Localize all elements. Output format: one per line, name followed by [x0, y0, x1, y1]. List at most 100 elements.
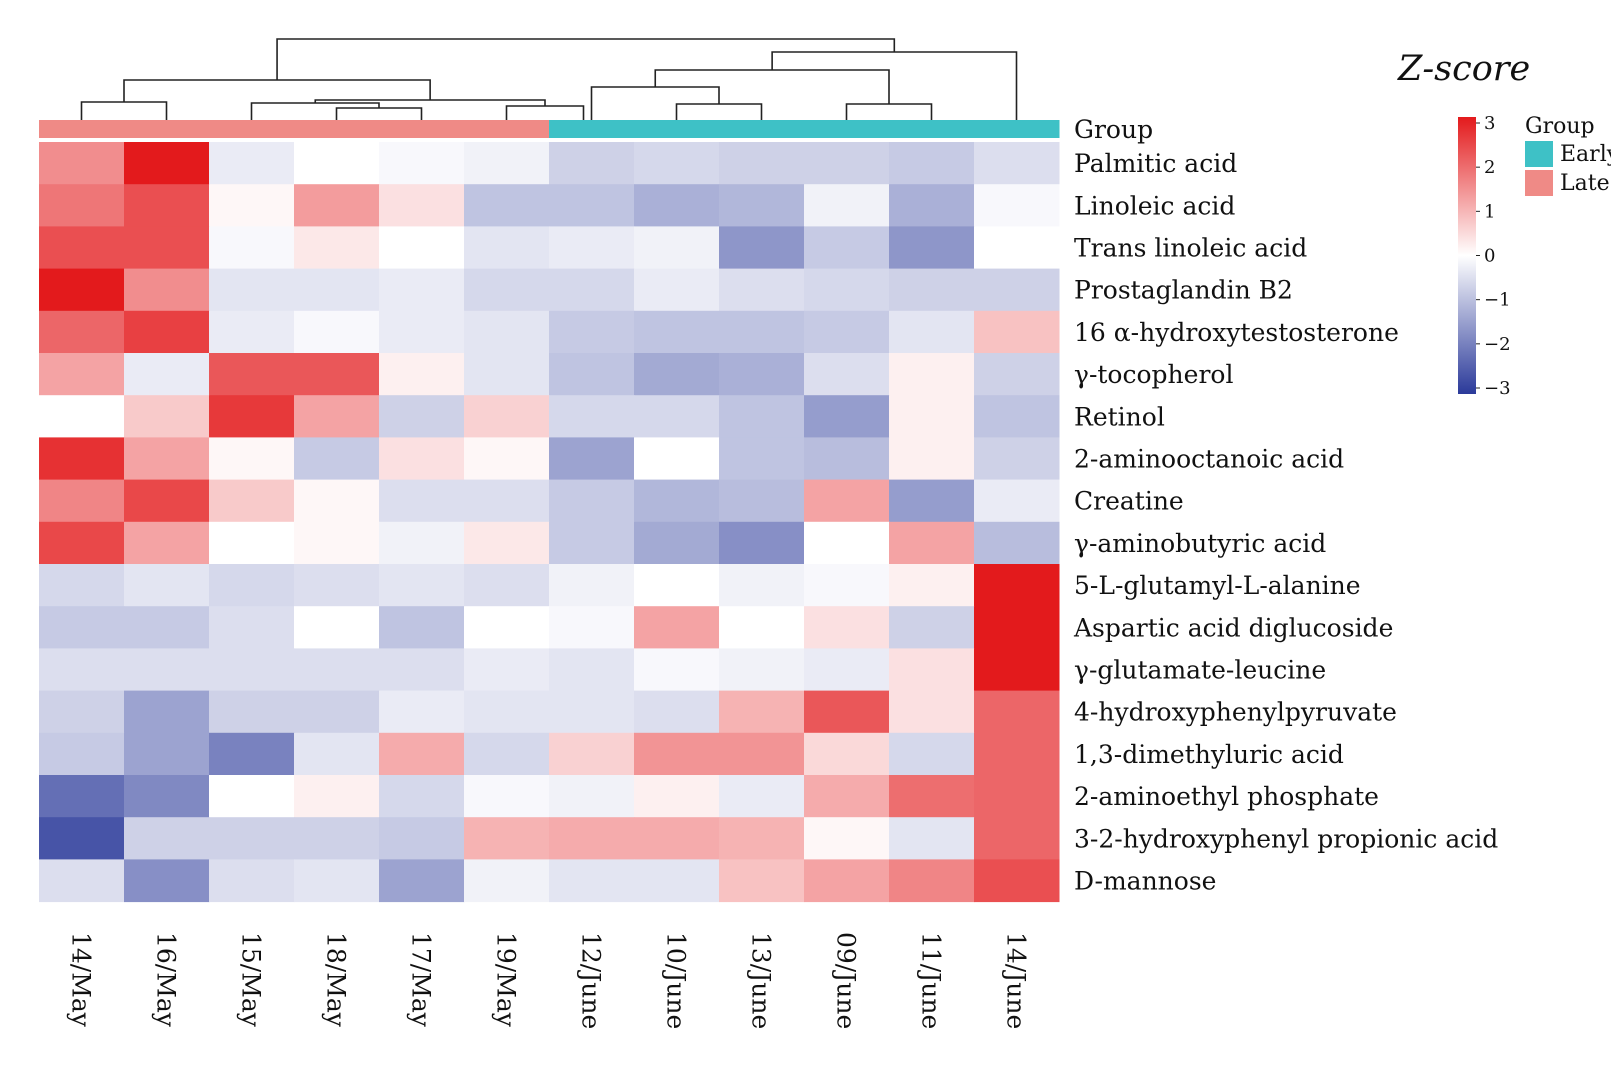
- heatmap-cell: [889, 268, 975, 312]
- heatmap-cell: [209, 521, 295, 565]
- heatmap-cell: [464, 606, 550, 649]
- heatmap-cell: [379, 521, 465, 565]
- heatmap-cell: [634, 142, 720, 185]
- heatmap-cell: [719, 817, 805, 860]
- heatmap-cell: [464, 353, 550, 396]
- column-label: 17/May: [407, 932, 436, 1028]
- heatmap-cell: [464, 732, 550, 776]
- dendrogram-link: [675, 103, 763, 120]
- dendrogram-link: [335, 107, 423, 120]
- row-label: D-mannose: [1074, 867, 1216, 896]
- heatmap-cell: [379, 268, 465, 312]
- heatmap-cell: [294, 690, 380, 734]
- heatmap-cell: [804, 226, 890, 270]
- heatmap-cell: [464, 310, 550, 354]
- heatmap-cell: [294, 648, 380, 692]
- heatmap-cell: [719, 479, 805, 523]
- heatmap-cell: [889, 437, 975, 481]
- heatmap-cell: [39, 268, 125, 312]
- heatmap-cell: [549, 437, 635, 481]
- heatmap-cell: [379, 226, 465, 270]
- heatmap-cell: [889, 521, 975, 565]
- heatmap-cell: [124, 859, 210, 903]
- heatmap-cell: [464, 395, 550, 438]
- heatmap-cell: [294, 437, 380, 481]
- heatmap-cell: [294, 817, 380, 860]
- heatmap-cell: [804, 310, 890, 354]
- heatmap-cell: [889, 479, 975, 523]
- colorbar-legend: Z-score 3 2 1 0 −1 −2 −3: [1397, 49, 1530, 399]
- heatmap-cell: [124, 521, 210, 565]
- column-label: 14/May: [67, 932, 96, 1028]
- heatmap-cell: [379, 310, 465, 354]
- heatmap-cell: [124, 353, 210, 396]
- heatmap-cell: [464, 437, 550, 481]
- heatmap-cell: [124, 395, 210, 438]
- heatmap-cell: [209, 606, 295, 649]
- row-label: 4-hydroxyphenylpyruvate: [1074, 698, 1397, 727]
- heatmap-cell: [974, 226, 1060, 270]
- heatmap-cell: [889, 353, 975, 396]
- group-bar-segment: [379, 120, 465, 138]
- row-label: 16 α-hydroxytestosterone: [1074, 318, 1399, 347]
- column-label: 10/June: [662, 932, 691, 1029]
- heatmap-cell: [889, 817, 975, 860]
- heatmap-cell: [889, 184, 975, 227]
- column-label: 19/May: [492, 932, 521, 1028]
- heatmap-cell: [39, 817, 125, 860]
- heatmap-cell: [464, 817, 550, 860]
- heatmap-cell: [549, 564, 635, 607]
- heatmap-cell: [294, 268, 380, 312]
- heatmap-cell: [804, 859, 890, 903]
- heatmap-cell: [209, 817, 295, 860]
- heatmap-cell: [464, 690, 550, 734]
- colorbar-gradient: [1458, 117, 1476, 394]
- heatmap-cell: [39, 479, 125, 523]
- heatmap-cell: [379, 775, 465, 818]
- heatmap-cell: [209, 226, 295, 270]
- heatmap-cell: [549, 226, 635, 270]
- heatmap-cell: [124, 732, 210, 776]
- dendrogram-link: [505, 105, 585, 120]
- heatmap-cell: [549, 479, 635, 523]
- heatmap-cell: [294, 395, 380, 438]
- column-labels: 14/May 16/May 15/May 18/May 17/May 19/May 12/J…: [67, 932, 1031, 1029]
- group-legend-title: Group: [1525, 114, 1595, 139]
- heatmap-cell: [209, 437, 295, 481]
- group-legend-swatch: [1525, 141, 1553, 167]
- column-label: 15/May: [237, 932, 266, 1028]
- heatmap-cell: [719, 606, 805, 649]
- heatmap-cell: [634, 859, 720, 903]
- heatmap-cell: [804, 606, 890, 649]
- heatmap-cell: [974, 564, 1060, 607]
- heatmap-cell: [634, 690, 720, 734]
- column-label: 16/May: [152, 932, 181, 1028]
- heatmap-cell: [379, 353, 465, 396]
- heatmap-cell: [209, 564, 295, 607]
- heatmap-cell: [719, 648, 805, 692]
- heatmap-cell: [634, 184, 720, 227]
- heatmap-cell: [974, 184, 1060, 227]
- heatmap-cell: [39, 606, 125, 649]
- heatmap-cell: [549, 732, 635, 776]
- colorbar-tick-label: −2: [1484, 334, 1511, 355]
- heatmap-cell: [719, 521, 805, 565]
- heatmap-cell: [804, 437, 890, 481]
- heatmap-cell: [634, 268, 720, 312]
- heatmap-cell: [974, 817, 1060, 860]
- heatmap-cell: [294, 521, 380, 565]
- heatmap-cell: [804, 775, 890, 818]
- dendrogram-link: [845, 103, 933, 120]
- heatmap-cell: [39, 395, 125, 438]
- dendrogram-link: [771, 51, 1018, 120]
- heatmap-cell: [889, 859, 975, 903]
- heatmap-cell: [974, 775, 1060, 818]
- heatmap-cell: [124, 564, 210, 607]
- heatmap-cell: [634, 521, 720, 565]
- heatmap-cell: [294, 606, 380, 649]
- row-label: 2-aminoethyl phosphate: [1074, 782, 1379, 811]
- heatmap-cell: [464, 142, 550, 185]
- heatmap-cell: [804, 521, 890, 565]
- heatmap-cell: [209, 859, 295, 903]
- heatmap-cell: [379, 142, 465, 185]
